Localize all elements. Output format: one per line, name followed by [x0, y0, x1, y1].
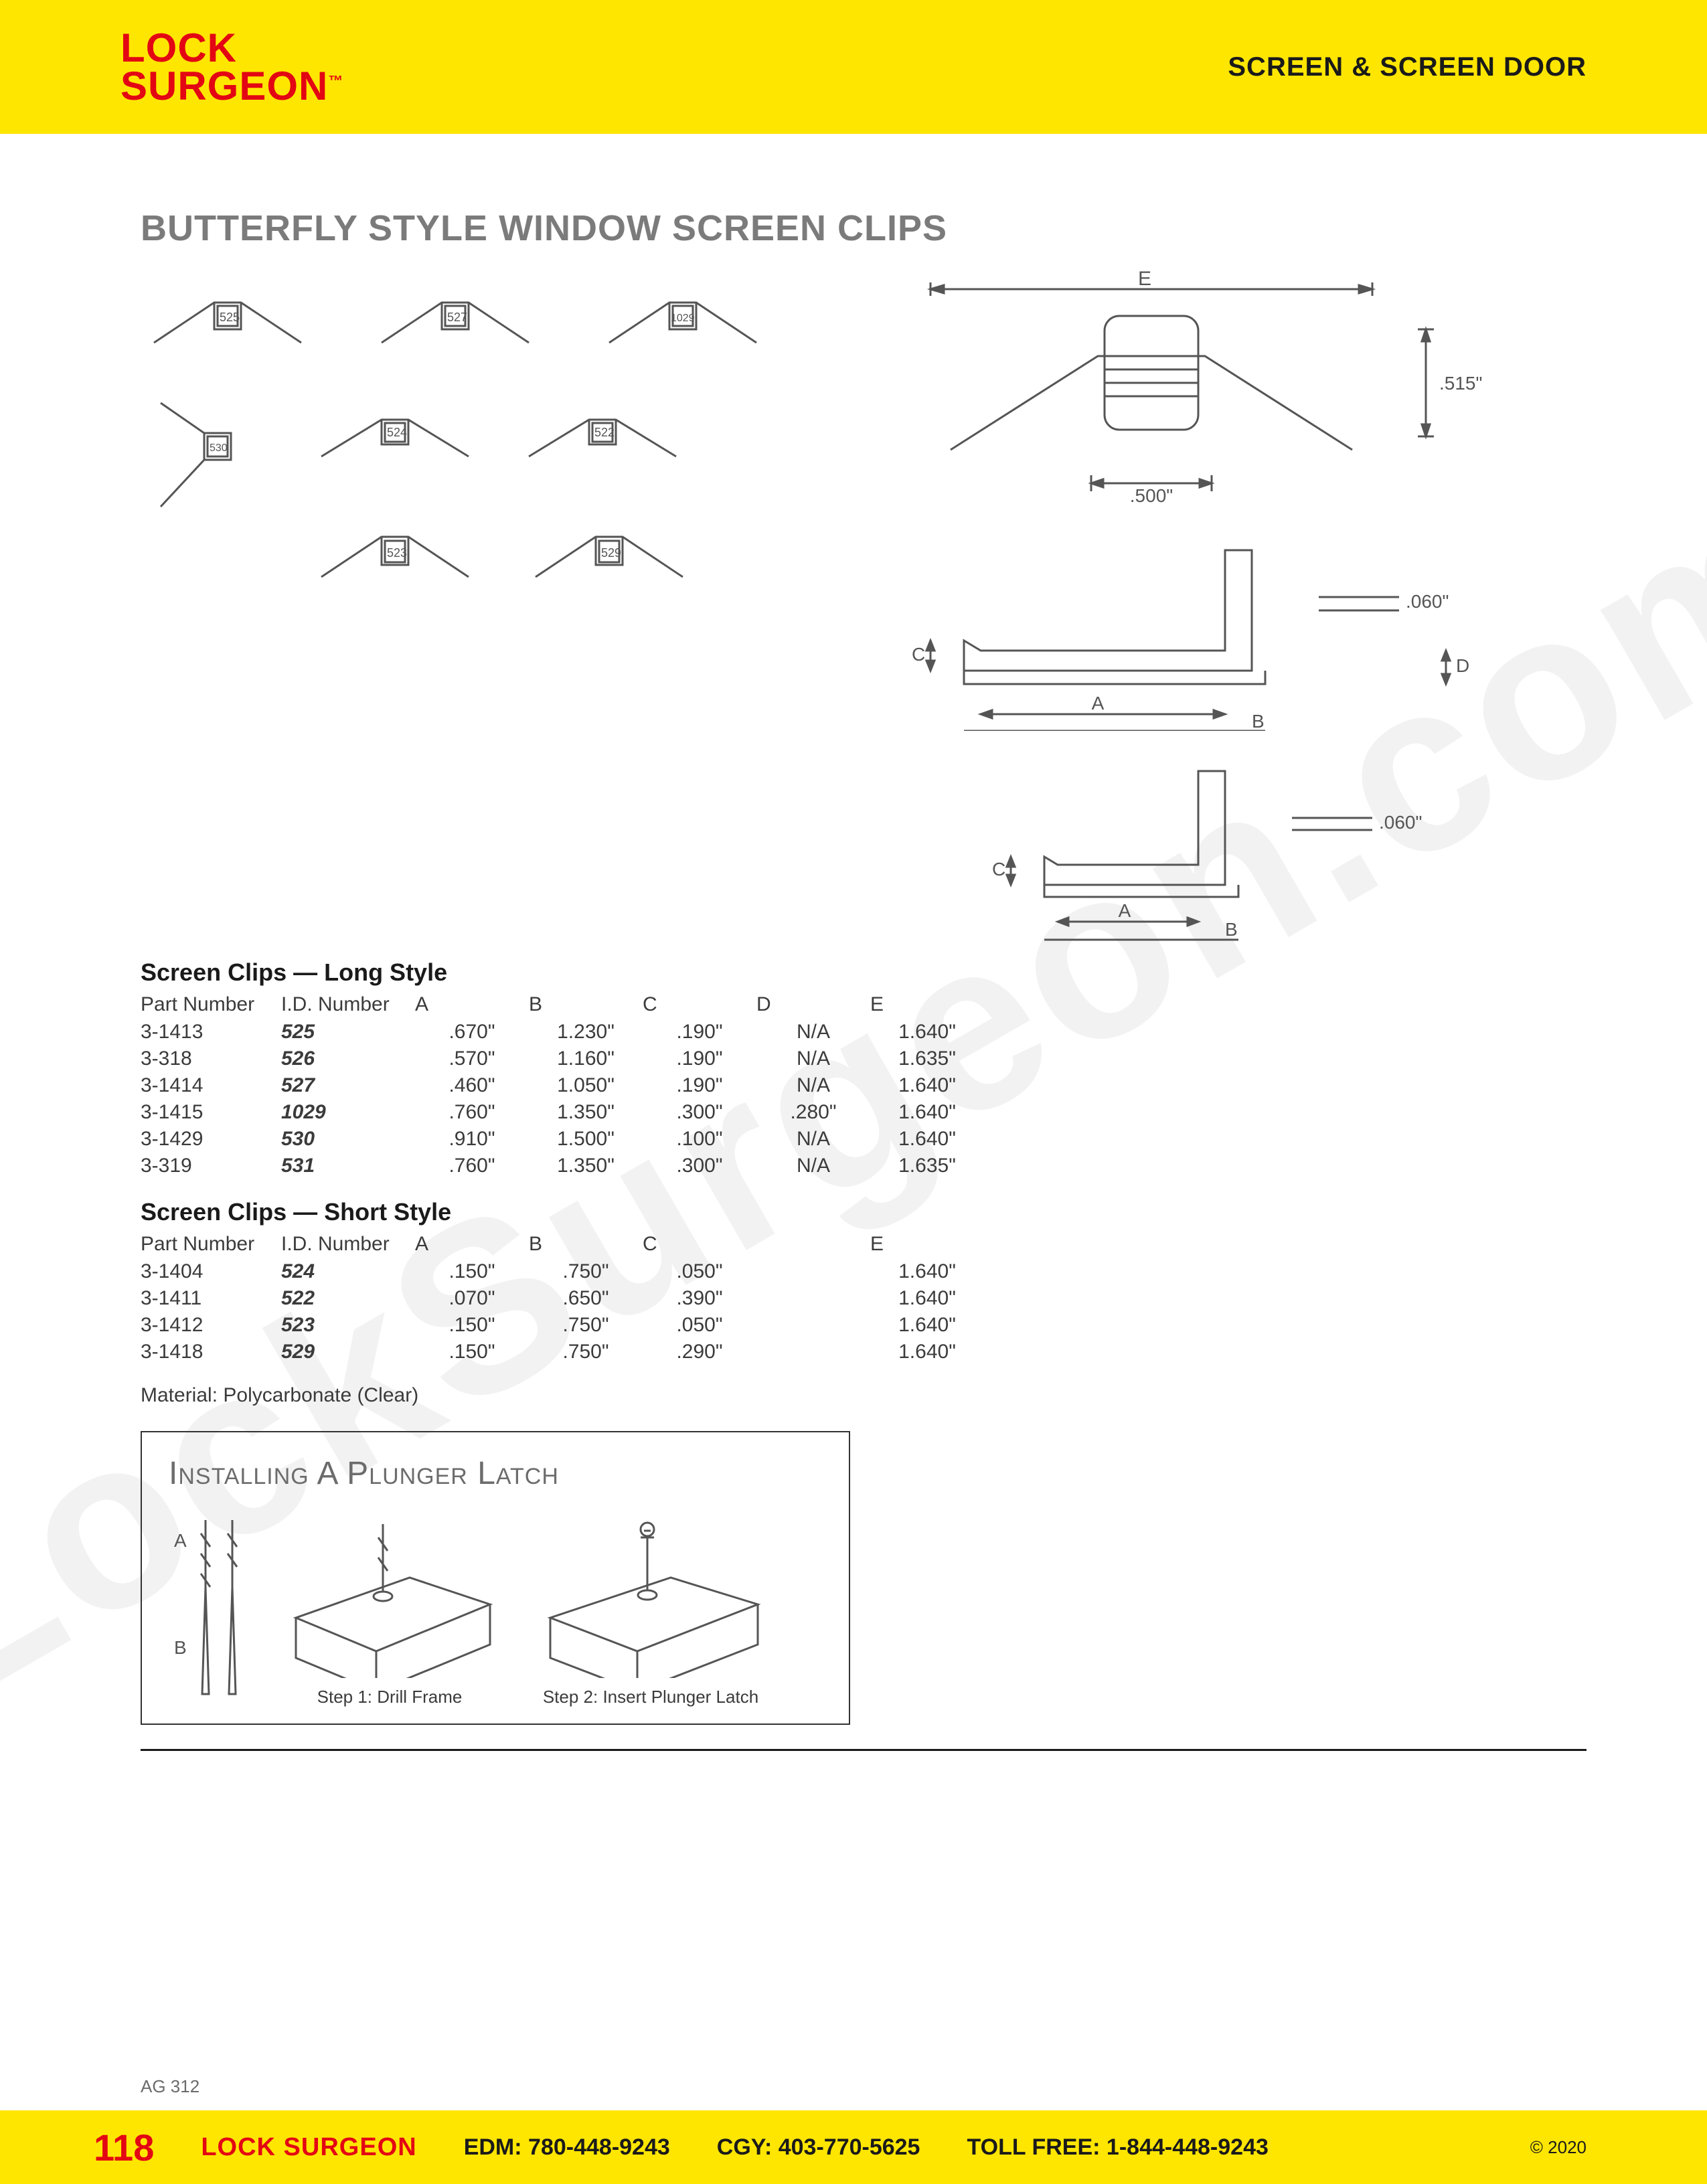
clip-icon-522: 522 [515, 383, 689, 497]
clip-icon-523: 523 [308, 503, 482, 617]
section-divider [141, 1749, 1587, 1751]
side-view-long-diagram: C A B .060" D [890, 523, 1587, 731]
svg-text:C: C [912, 644, 925, 665]
svg-text:A: A [1092, 693, 1105, 713]
table-header: Part Number I.D. Number A B C D E [141, 991, 984, 1019]
step2-group: Step 2: Insert Plunger Latch [530, 1504, 771, 1707]
footer-brand: LOCK SURGEON [201, 2133, 416, 2162]
header-bar: LOCK SURGEON™ SCREEN & SCREEN DOOR [0, 0, 1707, 134]
svg-text:A: A [1119, 900, 1131, 921]
page-number: 118 [94, 2126, 154, 2169]
step1-group: Step 1: Drill Frame [276, 1504, 503, 1707]
table-row: 3-1404524.150".750".050"1.640" [141, 1258, 984, 1285]
svg-text:C: C [992, 859, 1005, 879]
page: LockSurgeon.com LOCK SURGEON™ SCREEN & S… [0, 0, 1707, 2184]
install-plunger-box: Installing A Plunger Latch A B [141, 1431, 850, 1725]
long-style-table: Part Number I.D. Number A B C D E 3-1413… [141, 991, 984, 1179]
top-row: 525 527 1029 530 524 522 523 529 E [141, 269, 1587, 945]
header-category: SCREEN & SCREEN DOOR [1228, 52, 1587, 82]
table-row: 3-1414527.460"1.050".190"N/A1.640" [141, 1072, 984, 1099]
tables-left: Screen Clips — Long Style Part Number I.… [141, 958, 984, 1725]
logo-line2: SURGEON™ [120, 67, 343, 105]
table-header: Part Number I.D. Number A B C E [141, 1230, 984, 1258]
material-line: Material: Polycarbonate (Clear) [141, 1384, 984, 1407]
svg-text:.060": .060" [1379, 812, 1422, 833]
long-table-title: Screen Clips — Long Style [141, 958, 984, 987]
svg-text:525: 525 [220, 311, 240, 324]
tables-area: Screen Clips — Long Style Part Number I.… [141, 958, 1587, 1725]
step1-label: Step 1: Drill Frame [276, 1687, 503, 1707]
clip-icon-527: 527 [368, 269, 542, 383]
svg-text:1029: 1029 [671, 313, 695, 324]
install-title: Installing A Plunger Latch [169, 1455, 822, 1492]
footer-edm: EDM: 780-448-9243 [464, 2134, 670, 2161]
svg-text:523: 523 [387, 546, 407, 560]
clip-icon-524: 524 [308, 383, 482, 497]
clip-icon-1029: 1029 [596, 269, 770, 383]
table-row: 3-318526.570"1.160".190"N/A1.635" [141, 1045, 984, 1072]
footer-bar: 118 LOCK SURGEON EDM: 780-448-9243 CGY: … [0, 2110, 1707, 2184]
clip-icon-529: 529 [522, 503, 696, 617]
clip-icon-530: 530 [141, 390, 274, 517]
logo-line1: LOCK [120, 29, 343, 67]
svg-text:529: 529 [601, 546, 621, 560]
svg-text:530: 530 [210, 442, 228, 454]
table-row: 3-1412523.150".750".050"1.640" [141, 1312, 984, 1339]
frame-drill-icon [276, 1504, 503, 1678]
table-row: 3-1418529.150".750".290"1.640" [141, 1339, 984, 1365]
svg-text:.515": .515" [1439, 373, 1482, 394]
clip-illustrations: 525 527 1029 530 524 522 523 529 [141, 269, 850, 617]
svg-text:.500": .500" [1130, 485, 1173, 503]
svg-text:B: B [1225, 919, 1238, 940]
footer-tollfree: TOLL FREE: 1-844-448-9243 [967, 2134, 1268, 2161]
svg-text:A: A [174, 1530, 187, 1551]
svg-text:522: 522 [594, 426, 615, 439]
table-row: 3-319531.760"1.350".300"N/A1.635" [141, 1153, 984, 1179]
table-row: 3-1413525.670"1.230".190"N/A1.640" [141, 1019, 984, 1045]
frame-insert-icon [530, 1504, 771, 1678]
svg-text:E: E [1138, 269, 1151, 290]
side-view-short-diagram: C A B .060" [890, 751, 1587, 945]
table-row: 3-1411522.070".650".390"1.640" [141, 1285, 984, 1312]
table-row: 3-14151029.760"1.350".300".280"1.640" [141, 1099, 984, 1126]
table-row: 3-1429530.910"1.500".100"N/A1.640" [141, 1126, 984, 1153]
short-style-table: Part Number I.D. Number A B C E 3-140452… [141, 1230, 984, 1365]
clip-icon-525: 525 [141, 269, 315, 383]
footer-copyright: © 2020 [1530, 2137, 1587, 2158]
dimension-diagrams: E .500" .515" [890, 269, 1587, 945]
footer-cgy: CGY: 403-770-5625 [717, 2134, 920, 2161]
install-figures: A B [169, 1504, 822, 1707]
page-title: BUTTERFLY STYLE WINDOW SCREEN CLIPS [141, 207, 1587, 249]
logo: LOCK SURGEON™ [120, 29, 343, 105]
ag-code: AG 312 [141, 2076, 199, 2097]
svg-text:527: 527 [447, 311, 467, 324]
top-view-diagram: E .500" .515" [890, 269, 1587, 503]
step2-label: Step 2: Insert Plunger Latch [530, 1687, 771, 1707]
svg-text:B: B [174, 1637, 187, 1658]
svg-text:B: B [1252, 711, 1265, 731]
drill-bits-icon: A B [169, 1507, 249, 1707]
content: BUTTERFLY STYLE WINDOW SCREEN CLIPS 525 … [0, 134, 1707, 1751]
svg-text:.060": .060" [1406, 591, 1449, 612]
svg-text:524: 524 [387, 426, 407, 439]
svg-text:D: D [1456, 655, 1469, 676]
short-table-title: Screen Clips — Short Style [141, 1198, 984, 1226]
